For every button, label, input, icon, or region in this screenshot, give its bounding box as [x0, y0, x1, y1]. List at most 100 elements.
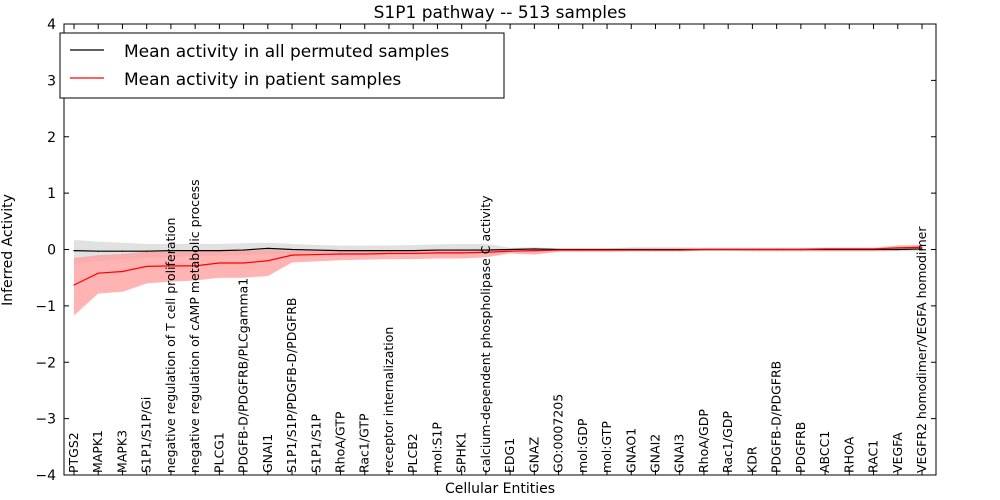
data-point	[243, 249, 245, 251]
y-tick-label: 2	[47, 130, 56, 146]
x-tick-label: PLCG1	[211, 432, 226, 473]
data-point	[630, 249, 632, 251]
data-point	[897, 248, 899, 251]
data-point	[73, 250, 75, 252]
x-tick-label: receptor internalization	[381, 327, 396, 473]
data-point	[339, 253, 342, 255]
data-point	[533, 250, 535, 252]
data-point	[243, 262, 245, 264]
data-point	[897, 247, 899, 249]
x-axis-label: Cellular Entities	[445, 481, 555, 497]
x-tick-label: S1P1/S1P	[308, 414, 323, 473]
x-tick-label: mol:S1P	[429, 422, 444, 473]
x-tick-label: negative regulation of T cell proliferat…	[163, 218, 178, 473]
x-tick-label: MAPK1	[90, 430, 105, 473]
data-point	[315, 253, 317, 256]
data-point	[218, 250, 220, 252]
data-point	[606, 249, 608, 251]
x-tick-label: KDR	[744, 446, 759, 473]
legend-label-patient: Mean activity in patient samples	[124, 70, 401, 90]
x-tick-label: RHOA	[841, 436, 856, 473]
data-point	[461, 252, 463, 254]
data-point	[170, 250, 172, 252]
data-point	[436, 252, 439, 254]
legend: Mean activity in all permuted samples Me…	[59, 32, 505, 99]
data-point	[412, 252, 414, 255]
data-point	[146, 250, 148, 252]
y-tick-label: −4	[35, 468, 56, 484]
data-point	[170, 265, 172, 267]
data-point	[97, 250, 99, 252]
data-point	[436, 249, 439, 251]
x-tick-label: EDG1	[502, 438, 517, 473]
data-point	[73, 284, 75, 286]
series-line-patient	[73, 246, 923, 286]
data-point	[557, 249, 560, 251]
y-tick-label: 0	[47, 243, 56, 259]
data-point	[727, 248, 729, 251]
data-point	[533, 248, 535, 250]
x-tick-label: VEGFA	[890, 432, 905, 473]
data-point	[339, 250, 342, 252]
data-point	[291, 248, 293, 251]
data-point	[121, 250, 124, 252]
legend-label-permuted: Mean activity in all permuted samples	[124, 42, 449, 62]
data-point	[921, 246, 923, 248]
x-tick-label: Rac1/GDP	[720, 411, 735, 473]
x-tick-label: S1P1/S1P/Gi	[139, 397, 154, 473]
data-point	[703, 248, 705, 251]
x-tick-label: RhoA/GDP	[696, 409, 711, 473]
data-point	[218, 262, 220, 264]
data-point	[97, 272, 99, 274]
x-tick-label: S1P1/S1P/PDGFB-D/PDGFRB	[284, 298, 299, 474]
data-point	[412, 250, 414, 252]
y-tick-label: −1	[35, 299, 56, 315]
data-point	[485, 249, 487, 251]
data-point	[461, 249, 463, 251]
data-point	[146, 265, 148, 268]
y-tick-label: 3	[47, 73, 56, 89]
x-tick-label: PTGS2	[66, 432, 81, 473]
y-tick-label: −2	[35, 355, 56, 371]
data-point	[194, 250, 196, 252]
x-tick-label: negative regulation of cAMP metabolic pr…	[187, 179, 202, 473]
data-point	[654, 249, 657, 251]
data-point	[509, 248, 511, 251]
band-patient	[74, 244, 922, 316]
x-tick-label: GNAI1	[260, 434, 275, 473]
data-point	[921, 248, 923, 250]
x-tick-label: mol:GTP	[599, 421, 614, 473]
x-tick-label: GNAI2	[647, 434, 662, 473]
x-tick-label: GNAO1	[623, 428, 638, 473]
data-point	[679, 249, 681, 251]
x-tick-label: RAC1	[866, 440, 881, 473]
legend-box	[59, 32, 505, 99]
axes-frame	[63, 23, 937, 476]
y-axis-label: Inferred Activity	[0, 194, 16, 306]
data-point	[848, 248, 850, 250]
data-point	[872, 248, 875, 250]
data-point	[267, 260, 269, 262]
y-tick-label: 4	[47, 17, 56, 33]
x-tick-label: RhoA/GTP	[333, 411, 348, 473]
data-point	[388, 252, 390, 255]
x-tick-label: GNAZ	[526, 437, 541, 473]
data-point	[194, 265, 196, 267]
data-point	[824, 248, 826, 250]
data-point	[751, 248, 754, 251]
data-point	[582, 249, 584, 251]
data-point	[291, 254, 293, 256]
data-point	[315, 249, 317, 251]
x-tick-label: GO:0007205	[551, 394, 566, 473]
x-tick-label: PLCB2	[405, 433, 420, 473]
chart-title: S1P1 pathway -- 513 samples	[374, 3, 627, 23]
data-point	[485, 251, 487, 253]
x-tick-label: GNAI3	[672, 434, 687, 473]
y-tick-label: −3	[35, 412, 56, 428]
x-axis: PTGS2 MAPK1 MAPK3 S1P1/S1P/Gi negative regul…	[66, 24, 929, 475]
x-tick-label: VEGFR2 homodimer/VEGFA homodimer	[914, 226, 929, 473]
data-point	[267, 247, 269, 249]
data-point	[509, 250, 511, 252]
x-tick-label: PDGFRB	[793, 422, 808, 473]
